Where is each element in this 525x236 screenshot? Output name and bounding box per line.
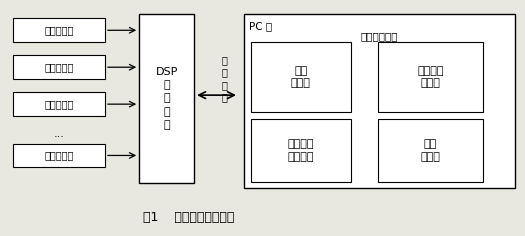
Text: 仪器管理软件: 仪器管理软件	[361, 31, 398, 41]
Text: 图1    机械测试系统结构: 图1 机械测试系统结构	[143, 211, 235, 224]
Text: 位移传感器: 位移传感器	[45, 99, 74, 109]
Text: PC 机: PC 机	[249, 21, 272, 32]
Bar	[251, 119, 351, 182]
Bar	[13, 144, 105, 167]
Text: ···: ···	[54, 132, 65, 143]
Bar	[244, 14, 514, 188]
Text: 串
行
总
线: 串 行 总 线	[222, 55, 228, 102]
Bar	[378, 42, 483, 112]
Text: 位移速度
温度压力: 位移速度 温度压力	[288, 139, 314, 161]
Text: 压力传感器: 压力传感器	[45, 25, 74, 35]
Bar	[251, 42, 351, 112]
Text: 振动传感器: 振动传感器	[45, 62, 74, 72]
Bar	[139, 14, 194, 183]
Text: 频谱
分析仪: 频谱 分析仪	[291, 66, 311, 88]
Text: 温度传感器: 温度传感器	[45, 151, 74, 160]
Text: 振动
测试仪: 振动 测试仪	[421, 139, 440, 161]
Bar	[13, 55, 105, 79]
Bar	[13, 18, 105, 42]
Text: DSP
测
试
系
统: DSP 测 试 系 统	[155, 67, 178, 130]
Bar	[13, 92, 105, 116]
Bar	[378, 119, 483, 182]
Text: 静态特性
分析仪: 静态特性 分析仪	[417, 66, 444, 88]
